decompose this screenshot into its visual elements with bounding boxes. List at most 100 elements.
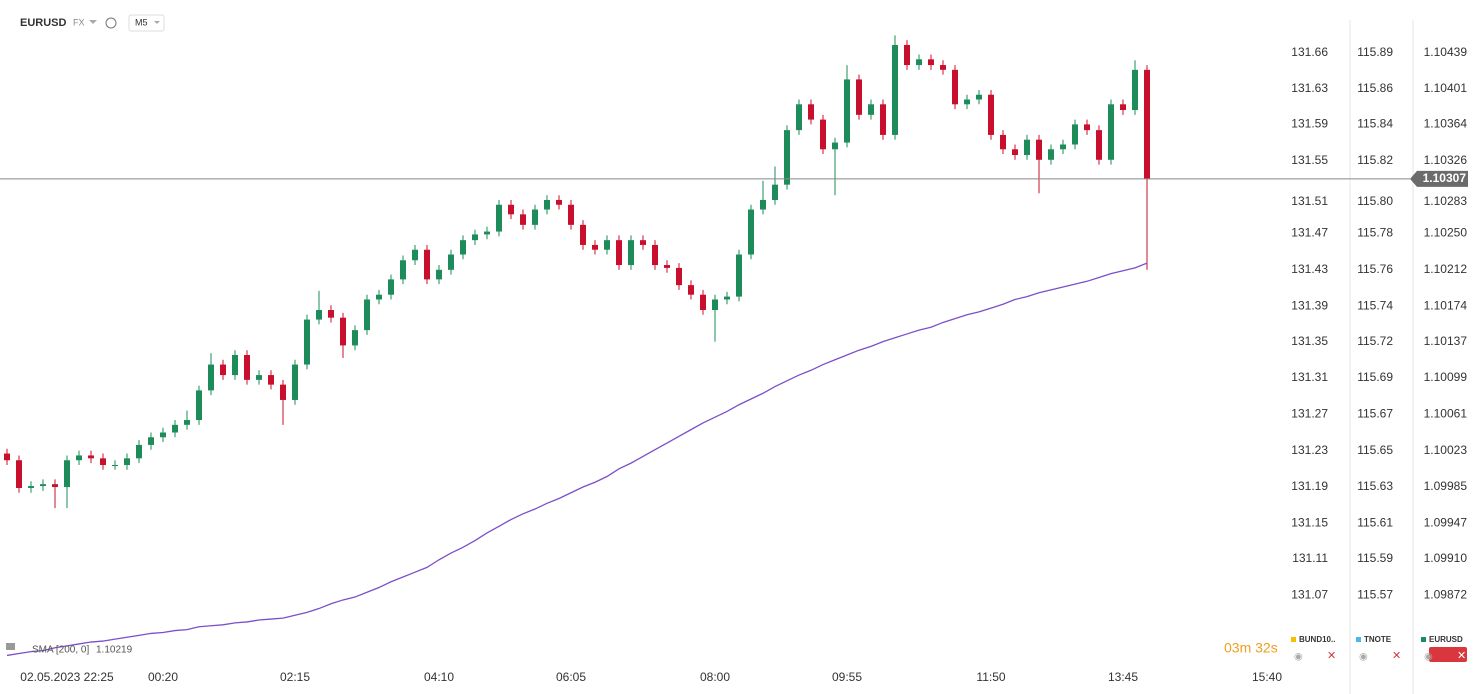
x-tick-label: 11:50: [976, 670, 1005, 684]
y-tick-label: 1.09947: [1424, 516, 1468, 530]
y-tick-label: 115.76: [1357, 262, 1393, 276]
x-tick-label: 04:10: [424, 670, 454, 684]
candle-body: [592, 244, 598, 250]
y-tick-label: 131.55: [1291, 153, 1328, 167]
candle-body: [340, 317, 346, 346]
candle-body: [640, 240, 646, 245]
candle-body: [364, 299, 370, 331]
candle-body: [280, 384, 286, 400]
y-tick-label: 1.10283: [1424, 194, 1468, 208]
y-tick-label: 131.63: [1291, 81, 1328, 95]
y-tick-label: 1.10364: [1424, 117, 1468, 131]
dropdown-icon[interactable]: [154, 21, 160, 24]
candle-body: [688, 285, 694, 295]
remove-icon[interactable]: ✕: [1327, 650, 1336, 662]
instrument-name: TNOTE: [1364, 635, 1392, 644]
y-tick-label: 131.39: [1291, 298, 1328, 312]
y-tick-label: 131.47: [1291, 226, 1328, 240]
candle-body: [652, 244, 658, 266]
y-tick-label: 131.51: [1291, 194, 1328, 208]
y-tick-label: 115.59: [1357, 551, 1393, 565]
timeframe[interactable]: M5: [135, 17, 148, 27]
y-tick-label: 115.57: [1357, 587, 1393, 601]
sma-line: [6, 262, 1148, 657]
timeframe-box[interactable]: [128, 14, 165, 32]
y-tick-label: 131.43: [1291, 262, 1328, 276]
candle-body: [940, 65, 946, 70]
y-tick-label: 131.11: [1292, 551, 1328, 565]
info-icon[interactable]: [105, 17, 117, 29]
candle-body: [772, 184, 778, 200]
instrument-color: [1421, 637, 1426, 642]
instrument-name: BUND10..: [1299, 635, 1335, 644]
candle-body: [616, 240, 622, 266]
instrument-name: EURUSD: [1429, 635, 1463, 644]
y-tick-label: 131.23: [1291, 443, 1328, 457]
candle-body: [1120, 104, 1126, 111]
candle-body: [172, 424, 178, 433]
candle-body: [1108, 104, 1114, 160]
candle-body: [1060, 144, 1066, 150]
candle-body: [1084, 124, 1090, 131]
candle-body: [28, 486, 34, 488]
candle-body: [124, 458, 130, 466]
candle-body: [412, 249, 418, 261]
y-tick-label: 131.15: [1291, 516, 1328, 530]
candle-body: [700, 294, 706, 311]
remove-icon[interactable]: ✕: [1457, 650, 1466, 662]
candle-body: [868, 104, 874, 115]
candle-body: [784, 130, 790, 185]
symbol[interactable]: EURUSD: [20, 17, 67, 29]
visibility-icon: ◉: [1294, 652, 1303, 663]
candle-body: [676, 267, 682, 286]
dropdown-icon[interactable]: [89, 20, 97, 24]
candle-body: [928, 59, 934, 66]
y-tick-label: 1.10212: [1424, 262, 1468, 276]
candle-body: [376, 294, 382, 300]
candle-body: [1012, 149, 1018, 156]
candle-body: [952, 69, 958, 105]
y-tick-label: 1.10401: [1424, 81, 1468, 95]
candle-body: [292, 364, 298, 400]
candle-body: [1072, 124, 1078, 145]
candle-body: [4, 453, 10, 461]
y-tick-label: 115.61: [1357, 516, 1393, 530]
remove-icon[interactable]: ✕: [1392, 650, 1401, 662]
y-tick-label: 1.10137: [1424, 334, 1468, 348]
candle-body: [76, 455, 82, 461]
y-tick-label: 115.78: [1357, 226, 1393, 240]
candle-body: [808, 104, 814, 120]
x-tick-label: 00:20: [148, 670, 178, 684]
candle-body: [448, 254, 454, 270]
candle-body: [112, 465, 118, 467]
legend-icon: [6, 643, 15, 650]
x-tick-label: 08:00: [700, 670, 730, 684]
y-tick-label: 115.84: [1357, 117, 1393, 131]
candle-body: [556, 199, 562, 205]
y-tick-label: 1.10174: [1424, 298, 1468, 312]
candle-body: [388, 279, 394, 295]
price-tag: [1410, 170, 1468, 187]
candle-body: [976, 94, 982, 100]
candle-body: [892, 44, 898, 135]
candle-body: [916, 59, 922, 66]
price-tag-label: 1.10307: [1423, 171, 1467, 185]
candle-body: [304, 319, 310, 365]
market: FX: [73, 17, 85, 27]
candle-body: [988, 94, 994, 135]
x-tick-label: 02:15: [280, 670, 310, 684]
y-tick-label: 1.10439: [1424, 45, 1468, 59]
candle-body: [160, 432, 166, 438]
candle-body: [64, 460, 70, 488]
candle-body: [1048, 149, 1054, 160]
candle-body: [1024, 139, 1030, 156]
candle-body: [244, 354, 250, 380]
candle-body: [796, 104, 802, 131]
candle-body: [1144, 69, 1150, 179]
candle-body: [760, 199, 766, 210]
y-tick-label: 131.66: [1291, 45, 1328, 59]
instrument-color: [1356, 637, 1361, 642]
candle-body: [52, 484, 58, 488]
y-tick-label: 1.10326: [1424, 153, 1468, 167]
